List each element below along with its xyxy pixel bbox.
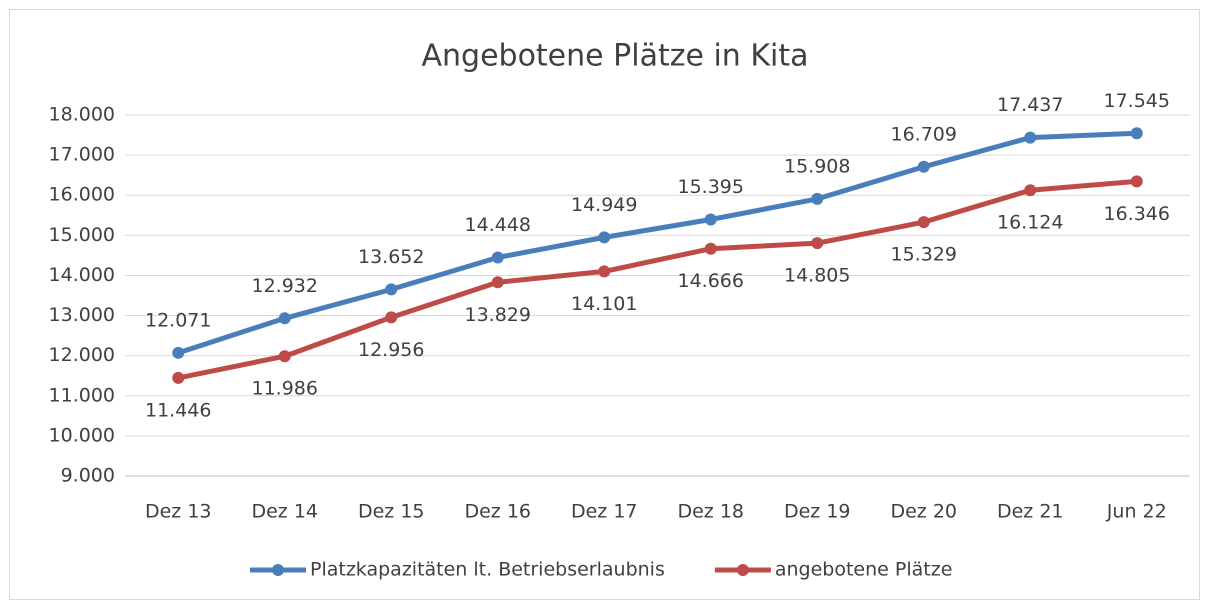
data-label: 14.448 bbox=[465, 214, 531, 236]
x-tick-label: Dez 16 bbox=[464, 501, 531, 523]
data-point bbox=[917, 160, 930, 173]
x-tick-label: Dez 20 bbox=[890, 501, 957, 523]
data-point bbox=[1024, 184, 1037, 197]
x-tick-label: Dez 17 bbox=[571, 501, 638, 523]
data-point bbox=[491, 276, 504, 289]
y-tick-label: 16.000 bbox=[49, 184, 115, 206]
x-tick-label: Dez 18 bbox=[677, 501, 744, 523]
data-point bbox=[917, 216, 930, 229]
x-tick-label: Dez 19 bbox=[784, 501, 851, 523]
x-tick-label: Dez 14 bbox=[251, 501, 318, 523]
data-point bbox=[172, 346, 185, 359]
data-label: 16.346 bbox=[1104, 203, 1170, 225]
y-tick-label: 11.000 bbox=[49, 384, 115, 406]
data-label: 14.666 bbox=[678, 270, 744, 292]
data-label: 17.437 bbox=[997, 94, 1063, 116]
y-tick-label: 13.000 bbox=[49, 304, 115, 326]
series-line bbox=[177, 130, 1137, 356]
data-label: 14.805 bbox=[784, 265, 850, 287]
data-label: 14.101 bbox=[571, 293, 637, 315]
data-point bbox=[1024, 131, 1037, 144]
chart-title: Angebotene Plätze in Kita bbox=[421, 39, 808, 74]
data-label: 11.986 bbox=[252, 378, 318, 400]
data-point bbox=[1130, 175, 1143, 188]
data-point bbox=[278, 350, 291, 363]
data-label: 15.395 bbox=[678, 176, 744, 198]
y-tick-label: 10.000 bbox=[49, 424, 115, 446]
data-label: 15.908 bbox=[784, 155, 850, 177]
data-label: 17.545 bbox=[1104, 90, 1170, 112]
data-point bbox=[704, 242, 717, 255]
legend-label: Platzkapazitäten lt. Betriebserlaubnis bbox=[310, 559, 665, 581]
legend-label: angebotene Plätze bbox=[775, 559, 953, 581]
y-tick-label: 15.000 bbox=[49, 224, 115, 246]
x-tick-label: Dez 21 bbox=[997, 501, 1064, 523]
data-label: 13.652 bbox=[358, 246, 424, 268]
legend-marker bbox=[272, 564, 284, 576]
data-label: 12.956 bbox=[358, 339, 424, 361]
data-label: 12.071 bbox=[145, 309, 211, 331]
y-tick-label: 18.000 bbox=[49, 104, 115, 126]
data-point bbox=[598, 265, 611, 278]
data-point bbox=[278, 312, 291, 325]
data-label: 12.932 bbox=[252, 275, 318, 297]
y-tick-label: 14.000 bbox=[49, 264, 115, 286]
data-point bbox=[704, 213, 717, 226]
data-point bbox=[172, 371, 185, 384]
data-label: 13.829 bbox=[465, 304, 531, 326]
data-point bbox=[385, 283, 398, 296]
y-tick-label: 12.000 bbox=[49, 344, 115, 366]
x-tick-label: Dez 13 bbox=[145, 501, 212, 523]
data-point bbox=[1130, 127, 1143, 140]
data-point bbox=[811, 192, 824, 205]
chart-border bbox=[9, 9, 1200, 600]
data-point bbox=[811, 237, 824, 250]
x-tick-label: Dez 15 bbox=[358, 501, 425, 523]
legend-marker bbox=[736, 564, 749, 576]
data-point bbox=[491, 251, 504, 264]
data-label: 14.949 bbox=[571, 194, 637, 216]
data-label: 11.446 bbox=[145, 399, 211, 421]
data-label: 16.709 bbox=[891, 123, 957, 145]
data-label: 15.329 bbox=[891, 244, 957, 266]
data-point bbox=[385, 311, 398, 324]
data-point bbox=[598, 231, 611, 244]
y-tick-label: 17.000 bbox=[49, 144, 115, 166]
data-label: 16.124 bbox=[997, 212, 1063, 234]
series-line bbox=[177, 178, 1137, 381]
x-tick-label: Jun 22 bbox=[1106, 501, 1167, 523]
y-tick-label: 9.000 bbox=[61, 465, 115, 487]
